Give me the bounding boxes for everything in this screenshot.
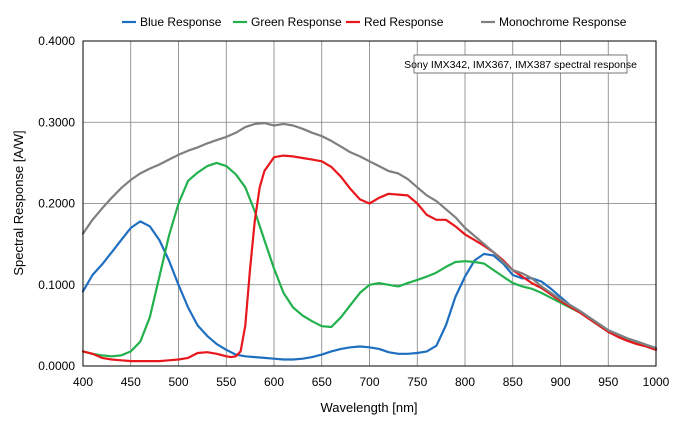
series-line-red-response xyxy=(81,154,658,363)
x-tick-label: 400 xyxy=(73,375,93,389)
annotation-frame xyxy=(413,54,628,74)
x-tick-label: 650 xyxy=(312,375,332,389)
y-tick-label: 0.2000 xyxy=(38,197,75,211)
series-line-green-response xyxy=(81,161,658,358)
x-axis-title: Wavelength [nm] xyxy=(320,400,417,415)
legend-label: Red Response xyxy=(364,15,444,29)
plot-frame xyxy=(82,40,657,367)
y-tick-label: 0.0000 xyxy=(38,359,75,373)
x-tick-labels: 400 450 500 550 600 650 700 750 800 850 900 950 1000 xyxy=(73,375,670,389)
x-tick-label: 900 xyxy=(550,375,570,389)
y-axis-title: Spectral Response [A/W] xyxy=(11,130,26,275)
series-line-blue-response xyxy=(81,220,658,361)
annotation-box: Sony IMX342, IMX367, IMX387 spectral res… xyxy=(404,54,637,74)
y-tick-label: 0.1000 xyxy=(38,278,75,292)
x-tick-label: 700 xyxy=(359,375,379,389)
x-tick-label: 800 xyxy=(455,375,475,389)
x-tick-label: 1000 xyxy=(643,375,670,389)
series-line-monochrome-response xyxy=(81,122,658,350)
y-tick-label: 0.3000 xyxy=(38,115,75,129)
x-tick-label: 500 xyxy=(168,375,188,389)
x-tick-label: 950 xyxy=(598,375,618,389)
y-tick-label: 0.4000 xyxy=(38,34,75,48)
x-tick-label: 600 xyxy=(264,375,284,389)
series-layer xyxy=(81,122,658,363)
legend-label: Monochrome Response xyxy=(499,15,627,29)
legend-label: Blue Response xyxy=(140,15,222,29)
y-tick-labels: 0.0000 0.1000 0.2000 0.3000 0.4000 xyxy=(38,34,75,373)
x-tick-label: 750 xyxy=(407,375,427,389)
legend: Blue Response Green Response Red Response M… xyxy=(122,15,627,29)
x-tick-label: 850 xyxy=(503,375,523,389)
x-tick-label: 550 xyxy=(216,375,236,389)
legend-label: Green Response xyxy=(251,15,342,29)
annotation-text: Sony IMX342, IMX367, IMX387 spectral res… xyxy=(404,59,637,71)
x-tick-label: 450 xyxy=(121,375,141,389)
